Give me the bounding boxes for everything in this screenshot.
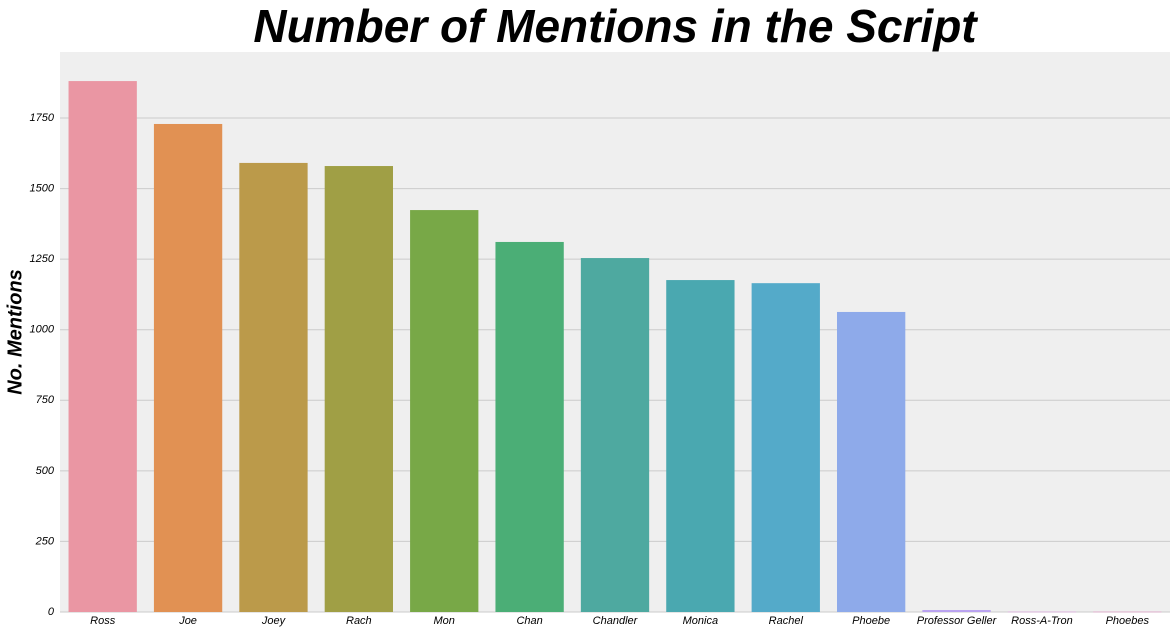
- y-tick-label: 500: [36, 465, 55, 477]
- bar: [922, 610, 991, 612]
- y-tick-label: 1500: [30, 183, 55, 195]
- x-tick-label: Joey: [261, 615, 287, 627]
- bar: [495, 241, 564, 613]
- bar: [666, 280, 735, 612]
- bar: [751, 283, 820, 612]
- bar: [239, 162, 308, 612]
- chart-title: Number of Mentions in the Script: [253, 0, 978, 52]
- x-tick-label: Joe: [178, 615, 197, 627]
- y-axis-label: No. Mentions: [4, 269, 26, 395]
- bar: [324, 166, 393, 612]
- x-tick-label: Chan: [516, 615, 542, 627]
- x-tick-label: Phoebe: [852, 615, 890, 627]
- bar: [1007, 611, 1077, 613]
- y-tick-label: 250: [35, 535, 55, 547]
- x-tick-label: Mon: [434, 615, 455, 627]
- y-tick-label: 1250: [30, 253, 55, 265]
- x-tick-label: Ross-A-Tron: [1011, 615, 1073, 627]
- x-tick-label: Phoebes: [1106, 615, 1150, 627]
- y-tick-label: 750: [36, 394, 55, 406]
- y-tick-label: 0: [48, 606, 55, 618]
- x-tick-label: Ross: [90, 615, 116, 627]
- bar: [580, 258, 650, 612]
- y-tick-label: 1000: [30, 324, 55, 336]
- x-tick-label: Rachel: [769, 615, 804, 627]
- bar: [1093, 611, 1162, 613]
- x-tick-label: Rach: [346, 615, 372, 627]
- x-tick-label: Professor Geller: [917, 615, 998, 627]
- x-tick-label: Chandler: [593, 615, 639, 627]
- bar: [153, 123, 223, 613]
- y-tick-label: 1750: [30, 112, 55, 124]
- bar: [837, 311, 906, 612]
- bar: [68, 81, 137, 613]
- bar: [410, 210, 479, 612]
- x-tick-label: Monica: [683, 615, 718, 627]
